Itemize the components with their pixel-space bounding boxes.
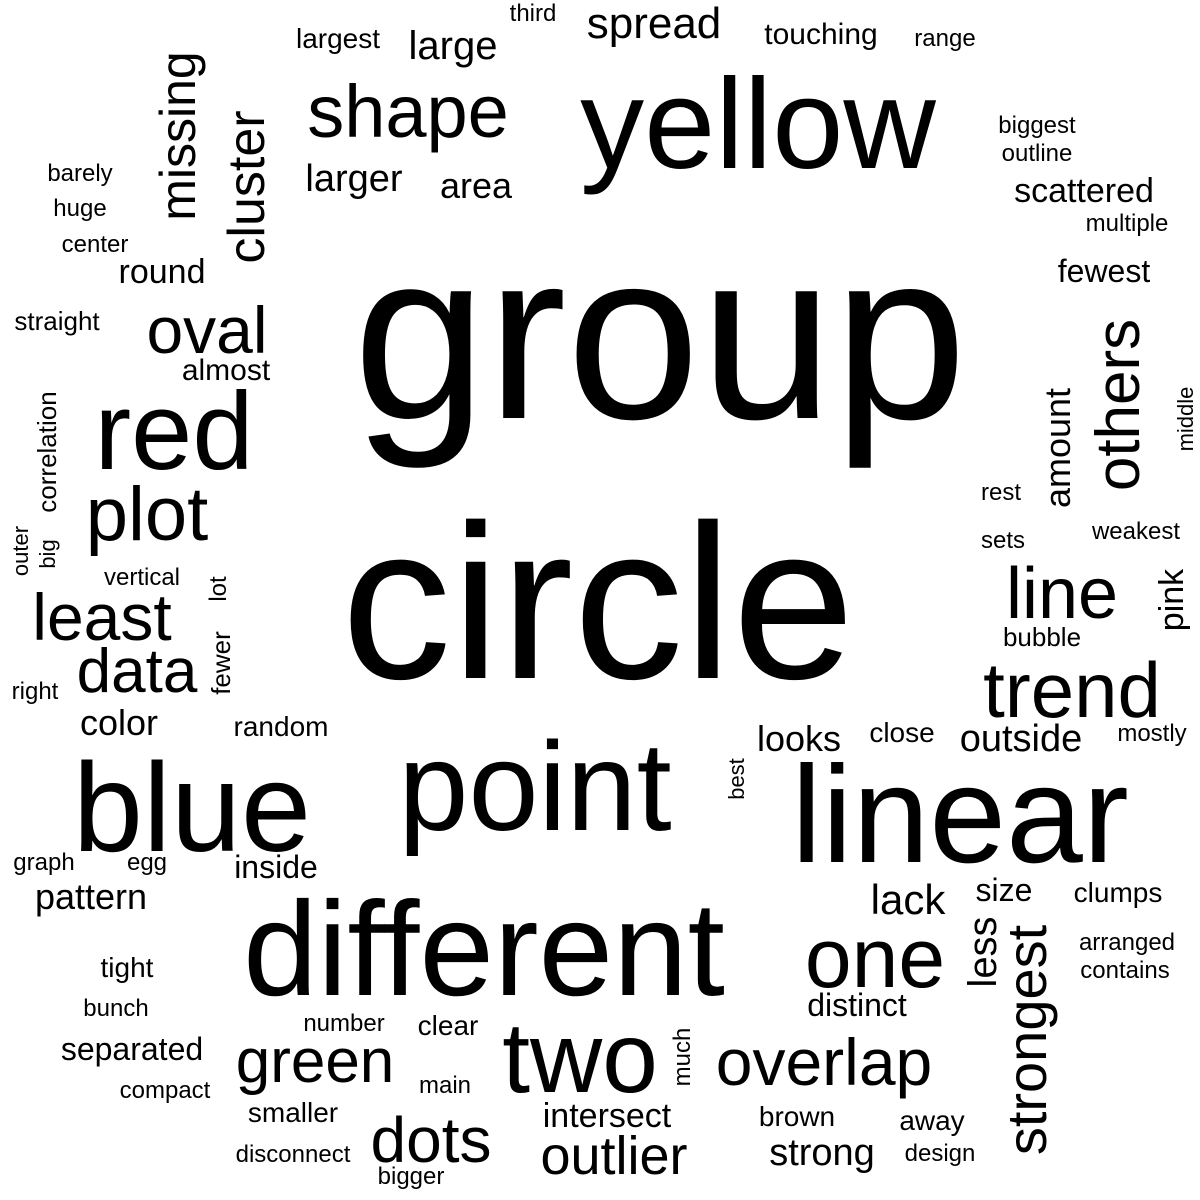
- word-tight: tight: [100, 952, 154, 983]
- word-brown: brown: [758, 1101, 836, 1132]
- word-looks: looks: [756, 718, 842, 759]
- word-huge: huge: [53, 195, 107, 222]
- word-pink: pink: [1153, 568, 1191, 632]
- word-outer: outer: [8, 525, 33, 577]
- word-distinct: distinct: [807, 987, 907, 1023]
- word-shape: shape: [307, 70, 509, 153]
- word-missing: missing: [150, 51, 206, 221]
- word-two: two: [502, 1002, 658, 1114]
- word-trend: trend: [983, 646, 1161, 734]
- word-contains: contains: [1080, 957, 1170, 984]
- word-design: design: [904, 1140, 976, 1167]
- word-largest: largest: [295, 23, 381, 54]
- word-random: random: [233, 711, 329, 742]
- word-bubble: bubble: [1002, 622, 1082, 652]
- word-main: main: [418, 1072, 472, 1099]
- word-clear: clear: [417, 1010, 479, 1041]
- word-compact: compact: [119, 1077, 211, 1104]
- word-range: range: [914, 25, 976, 52]
- word-pattern: pattern: [34, 876, 148, 917]
- word-color: color: [79, 702, 159, 743]
- word-smaller: smaller: [247, 1097, 339, 1128]
- word-line: line: [1005, 554, 1119, 634]
- word-point: point: [398, 716, 672, 857]
- word-outside: outside: [959, 718, 1083, 760]
- word-third: third: [509, 0, 557, 27]
- word-larger: larger: [305, 158, 403, 200]
- word-plot: plot: [85, 472, 209, 557]
- word-data: data: [76, 637, 198, 706]
- word-outline: outline: [1001, 140, 1073, 167]
- word-size: size: [975, 872, 1033, 908]
- word-weakest: weakest: [1091, 518, 1181, 545]
- word-multiple: multiple: [1085, 210, 1169, 237]
- word-barely: barely: [47, 160, 113, 187]
- word-rest: rest: [980, 479, 1022, 506]
- word-middle: middle: [1173, 386, 1198, 452]
- word-green: green: [235, 1027, 395, 1096]
- word-linear: linear: [791, 738, 1129, 892]
- word-separated: separated: [60, 1031, 204, 1067]
- word-center: center: [61, 231, 129, 258]
- word-outlier: outlier: [540, 1126, 688, 1186]
- word-mostly: mostly: [1117, 720, 1187, 747]
- word-away: away: [899, 1105, 965, 1136]
- word-scattered: scattered: [1014, 172, 1154, 210]
- word-oval: oval: [146, 293, 268, 367]
- word-red: red: [94, 370, 254, 493]
- word-circle: circle: [341, 479, 855, 725]
- word-others: others: [1084, 318, 1153, 492]
- word-biggest: biggest: [998, 112, 1076, 139]
- word-dots: dots: [370, 1104, 492, 1176]
- word-touching: touching: [764, 18, 878, 51]
- word-less: less: [961, 916, 1005, 988]
- word-bigger: bigger: [377, 1163, 445, 1190]
- word-least: least: [32, 580, 172, 654]
- word-disconnect: disconnect: [235, 1141, 351, 1168]
- word-large: large: [408, 24, 498, 68]
- word-best: best: [724, 758, 749, 800]
- word-close: close: [869, 717, 935, 748]
- word-fewest: fewest: [1057, 253, 1151, 289]
- word-intersect: intersect: [542, 1097, 672, 1135]
- word-area: area: [439, 165, 513, 206]
- word-spread: spread: [586, 0, 722, 48]
- word-arranged: arranged: [1078, 929, 1176, 956]
- word-right: right: [11, 678, 59, 705]
- word-group: group: [353, 201, 967, 469]
- word-amount: amount: [1037, 387, 1078, 509]
- word-big: big: [35, 539, 60, 569]
- word-much: much: [669, 1027, 696, 1087]
- word-inside: inside: [234, 849, 318, 885]
- word-bunch: bunch: [83, 995, 149, 1022]
- word-number: number: [303, 1010, 385, 1037]
- word-almost: almost: [181, 354, 271, 387]
- word-graph: graph: [13, 849, 75, 876]
- word-strongest: strongest: [995, 924, 1058, 1156]
- word-clumps: clumps: [1073, 877, 1163, 908]
- word-correlation: correlation: [32, 391, 62, 513]
- word-round: round: [118, 253, 206, 291]
- word-vertical: vertical: [103, 564, 181, 591]
- word-straight: straight: [14, 306, 100, 336]
- word-cluster: cluster: [218, 110, 276, 264]
- word-one: one: [804, 911, 946, 1005]
- word-overlap: overlap: [715, 1025, 933, 1099]
- word-fewer: fewer: [206, 631, 236, 695]
- word-sets: sets: [980, 527, 1026, 554]
- word-strong: strong: [769, 1132, 875, 1174]
- word-egg: egg: [126, 849, 168, 876]
- word-lack: lack: [870, 876, 946, 923]
- word-different: different: [243, 875, 725, 1024]
- word-yellow: yellow: [580, 53, 936, 196]
- word-blue: blue: [72, 737, 312, 878]
- word-lot: lot: [205, 576, 232, 602]
